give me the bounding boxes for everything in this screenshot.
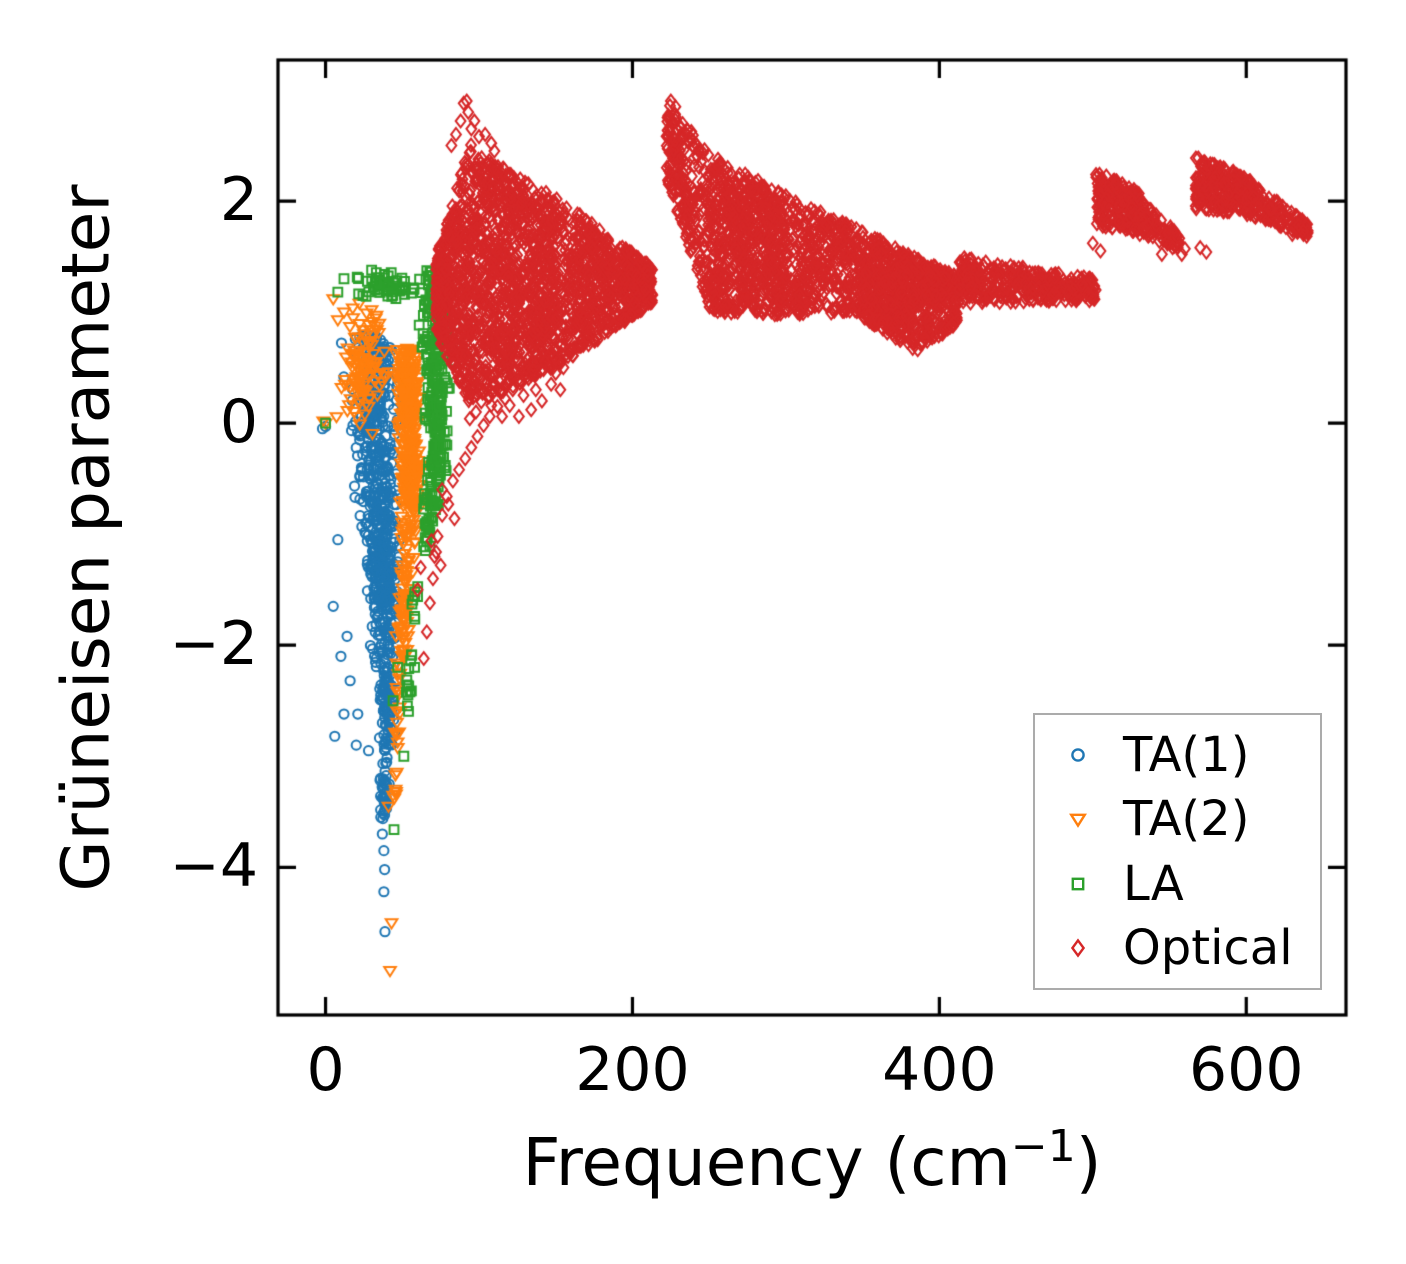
legend-entry-la: LA (1065, 860, 1320, 908)
x-axis-label-suffix: ) (1075, 1124, 1102, 1201)
legend-entry-ta2: TA(2) (1065, 795, 1320, 843)
triangle-down-marker-icon (1069, 813, 1087, 829)
diamond-marker-icon (1070, 938, 1086, 958)
y-tick-label--4: −4 (169, 831, 258, 902)
x-tick-label-400: 400 (882, 1035, 997, 1105)
y-tick-label-2: 2 (219, 165, 258, 236)
legend-label-ta2: TA(2) (1123, 791, 1250, 848)
legend-entry-ta1: TA(1) (1065, 731, 1320, 779)
legend-entry-optical: Optical (1065, 924, 1320, 972)
x-axis-label-text: Frequency (cm (522, 1124, 1011, 1201)
x-axis-label: Frequency (cm−1) (522, 1121, 1102, 1201)
legend-label-ta1: TA(1) (1123, 727, 1250, 784)
x-tick-label-0: 0 (306, 1035, 345, 1105)
x-axis-label-superscript: −1 (1010, 1121, 1076, 1172)
legend-label-la: LA (1123, 855, 1184, 912)
square-marker-icon (1071, 877, 1085, 890)
x-tick-label-600: 600 (1188, 1035, 1304, 1105)
y-axis-label: Grüneisen parameter (47, 184, 125, 892)
legend-label-optical: Optical (1123, 919, 1293, 976)
circle-marker-icon (1071, 748, 1085, 762)
x-tick-label-200: 200 (575, 1035, 690, 1105)
y-tick-label-0: 0 (219, 387, 258, 458)
legend: TA(1) TA(2) LA Optical (1033, 713, 1322, 990)
y-tick-label--2: −2 (169, 609, 258, 680)
